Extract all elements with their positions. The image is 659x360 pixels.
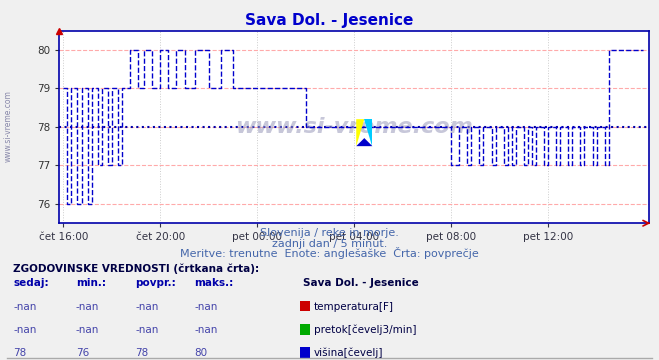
Text: -nan: -nan xyxy=(135,325,158,335)
Text: pretok[čevelj3/min]: pretok[čevelj3/min] xyxy=(314,324,416,335)
Text: višina[čevelj]: višina[čevelj] xyxy=(314,348,383,359)
Text: min.:: min.: xyxy=(76,278,106,288)
Polygon shape xyxy=(357,138,372,146)
Text: Meritve: trenutne  Enote: anglešaške  Črta: povprečje: Meritve: trenutne Enote: anglešaške Črta… xyxy=(180,247,479,260)
Text: maks.:: maks.: xyxy=(194,278,234,288)
Text: Sava Dol. - Jesenice: Sava Dol. - Jesenice xyxy=(245,13,414,28)
Text: ZGODOVINSKE VREDNOSTI (črtkana črta):: ZGODOVINSKE VREDNOSTI (črtkana črta): xyxy=(13,263,259,274)
Text: sedaj:: sedaj: xyxy=(13,278,49,288)
Text: 76: 76 xyxy=(76,348,89,359)
Polygon shape xyxy=(364,119,372,146)
Text: -nan: -nan xyxy=(13,302,36,312)
Text: -nan: -nan xyxy=(135,302,158,312)
Text: 80: 80 xyxy=(194,348,208,359)
Text: -nan: -nan xyxy=(13,325,36,335)
Text: povpr.:: povpr.: xyxy=(135,278,176,288)
Text: -nan: -nan xyxy=(76,325,99,335)
Text: -nan: -nan xyxy=(194,302,217,312)
Text: www.si-vreme.com: www.si-vreme.com xyxy=(3,90,13,162)
Text: 78: 78 xyxy=(13,348,26,359)
Text: temperatura[F]: temperatura[F] xyxy=(314,302,393,312)
Text: zadnji dan / 5 minut.: zadnji dan / 5 minut. xyxy=(272,239,387,249)
Text: Sava Dol. - Jesenice: Sava Dol. - Jesenice xyxy=(303,278,419,288)
Text: 78: 78 xyxy=(135,348,148,359)
Text: -nan: -nan xyxy=(76,302,99,312)
Polygon shape xyxy=(357,119,364,146)
Text: -nan: -nan xyxy=(194,325,217,335)
Text: www.si-vreme.com: www.si-vreme.com xyxy=(235,117,473,137)
Text: Slovenija / reke in morje.: Slovenija / reke in morje. xyxy=(260,228,399,238)
